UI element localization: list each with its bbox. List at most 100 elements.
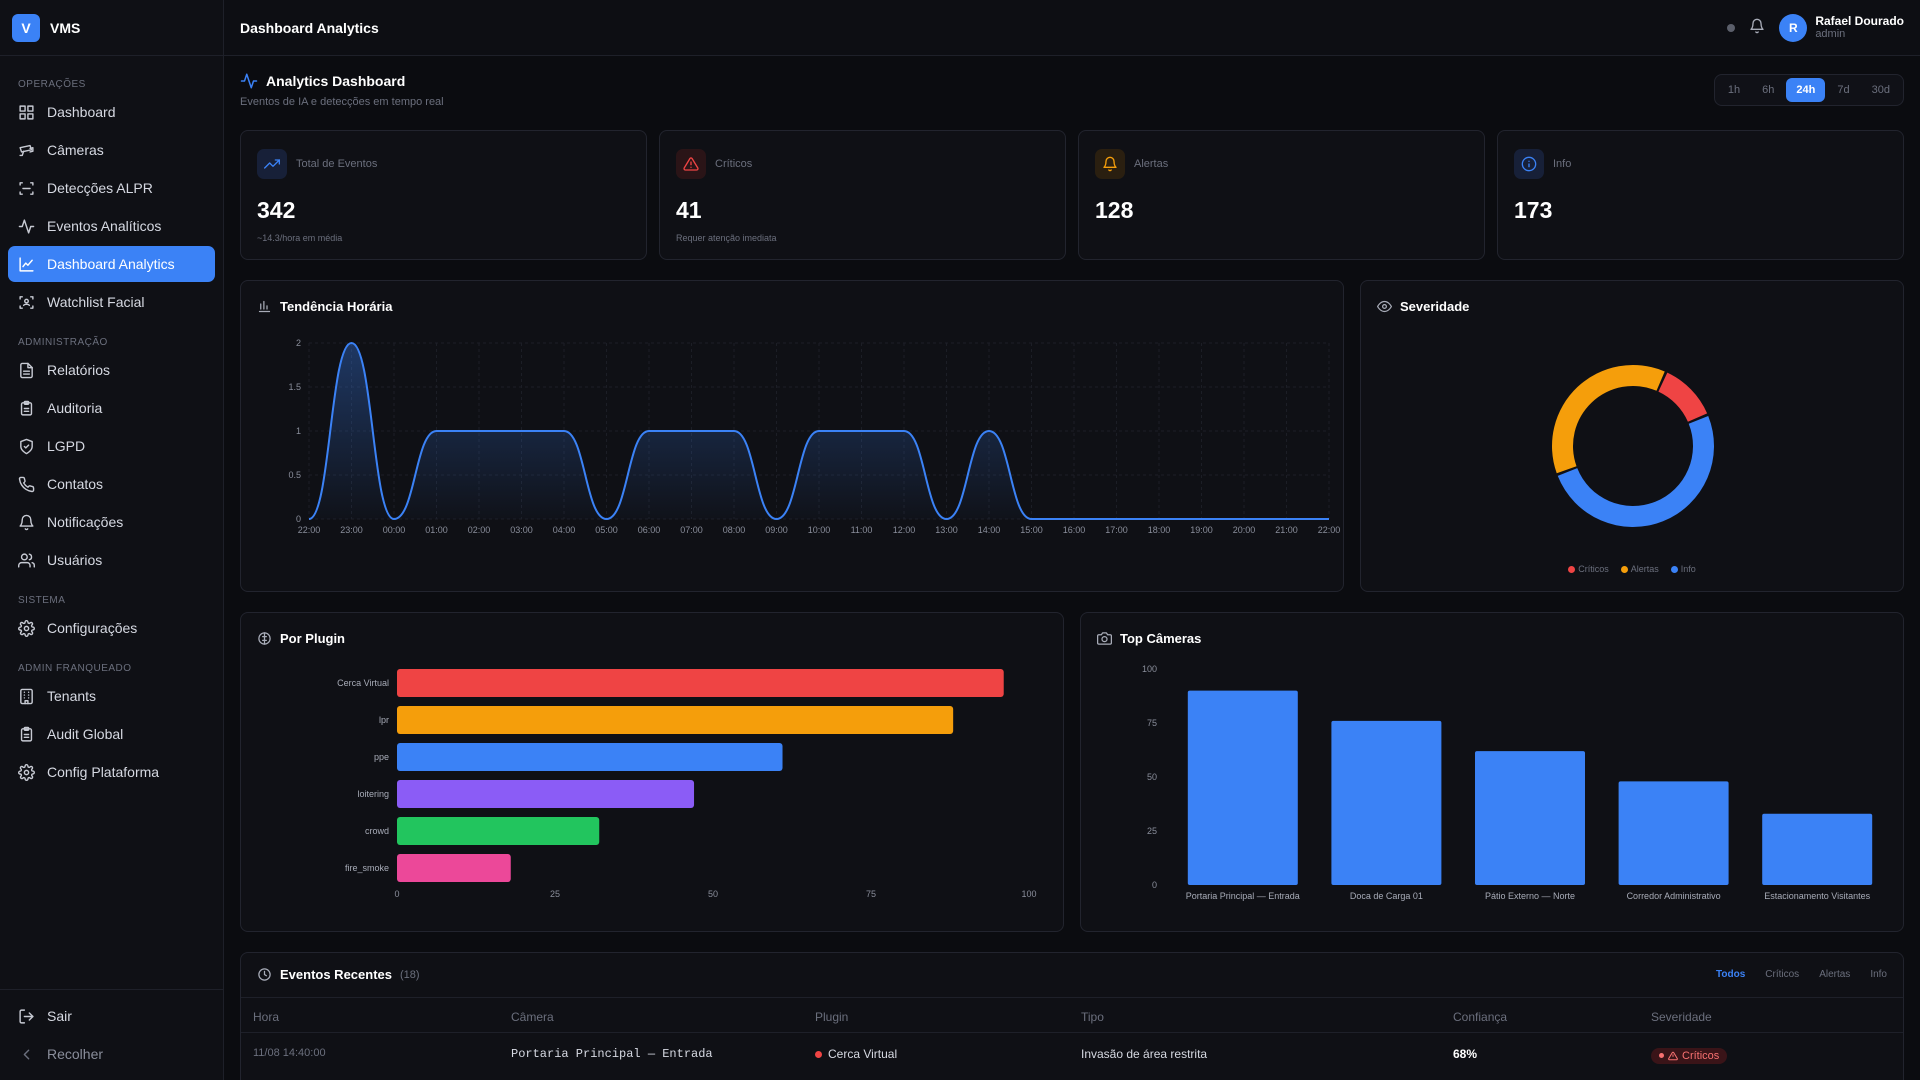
x-tick-label: 25 bbox=[550, 889, 560, 899]
filter-info-tab[interactable]: Info bbox=[1870, 969, 1887, 980]
sidebar: V VMS OPERAÇÕES Dashboard Câmeras Detecções… bbox=[0, 0, 224, 1080]
by-plugin-card: Por Plugin Cerca Virtual lpr ppe loitering c… bbox=[240, 612, 1064, 932]
brand[interactable]: V VMS bbox=[0, 0, 223, 56]
sidebar-item-dashboard-analytics[interactable]: Dashboard Analytics bbox=[8, 246, 215, 282]
page-subtitle: Eventos de IA e detecções em tempo real bbox=[240, 96, 444, 108]
chevron-left-icon bbox=[23, 1049, 30, 1059]
y-tick-label: 75 bbox=[1147, 718, 1157, 728]
sidebar-item-audit-global[interactable]: Audit Global bbox=[8, 716, 215, 752]
alert-triangle-icon bbox=[676, 149, 706, 179]
x-tick-label: 10:00 bbox=[808, 525, 831, 535]
sidebar-item-notificacoes[interactable]: Notificações bbox=[8, 504, 215, 540]
sidebar-item-label: Detecções ALPR bbox=[47, 180, 153, 196]
x-tick-label: 75 bbox=[866, 889, 876, 899]
event-camera: Portaria Principal — Entrada bbox=[511, 1047, 713, 1061]
filter-todos-tab[interactable]: Todos bbox=[1716, 969, 1746, 980]
sidebar-item-label: Configurações bbox=[47, 620, 138, 636]
filter-criticos-tab[interactable]: Críticos bbox=[1765, 969, 1800, 980]
nav-section-operacoes: OPERAÇÕES bbox=[18, 79, 86, 90]
donut-slice-criticos[interactable] bbox=[1658, 372, 1708, 422]
column-header-confianca[interactable]: Confiança bbox=[1453, 1010, 1508, 1024]
bell-icon bbox=[19, 514, 34, 530]
sidebar-item-configuracoes[interactable]: Configurações bbox=[8, 610, 215, 646]
stat-card-alertas: Alertas 128 bbox=[1078, 130, 1485, 260]
plugin-bar-loitering[interactable] bbox=[397, 780, 695, 808]
x-tick-label: 14:00 bbox=[978, 525, 1001, 535]
camera-bar-patio-externo-norte[interactable] bbox=[1475, 751, 1585, 885]
user-role: admin bbox=[1815, 28, 1846, 40]
severity-filter-tabs: Todos Críticos Alertas Info bbox=[1716, 969, 1887, 980]
top-cameras-chart: 0 25 50 75 100 Portaria Principal — Entrada Do… bbox=[1142, 664, 1873, 901]
notifications-bell-icon[interactable] bbox=[1749, 18, 1765, 37]
connection-status-dot bbox=[1727, 23, 1736, 32]
range-30d-button[interactable]: 30d bbox=[1871, 84, 1890, 96]
event-type: Invasão de área restrita bbox=[1081, 1047, 1208, 1061]
events-table-header: Hora Câmera Plugin Tipo Confiança Severidade bbox=[241, 997, 1903, 1033]
legend-label: Info bbox=[1680, 564, 1696, 574]
user-menu[interactable]: R Rafael Dourado admin bbox=[1779, 13, 1904, 42]
sidebar-item-lgpd[interactable]: LGPD bbox=[8, 428, 215, 464]
sidebar-item-label: LGPD bbox=[47, 438, 86, 454]
sidebar-item-usuarios[interactable]: Usuários bbox=[8, 542, 215, 578]
logout-button[interactable]: Sair bbox=[8, 998, 216, 1034]
sidebar-item-tenants[interactable]: Tenants bbox=[8, 678, 215, 714]
gear-icon bbox=[18, 763, 35, 781]
x-tick-label: 13:00 bbox=[935, 525, 958, 535]
sidebar-item-contatos[interactable]: Contatos bbox=[8, 466, 215, 502]
range-6h-button[interactable]: 6h bbox=[1762, 84, 1775, 96]
stat-value: 342 bbox=[257, 197, 296, 223]
range-7d-button[interactable]: 7d bbox=[1837, 84, 1850, 96]
sidebar-item-relatorios[interactable]: Relatórios bbox=[8, 352, 215, 388]
sidebar-item-cameras[interactable]: Câmeras bbox=[8, 132, 215, 168]
by-plugin-chart: Cerca Virtual lpr ppe loitering crowd fire_sm… bbox=[337, 669, 1037, 899]
plugin-bar-fire-smoke[interactable] bbox=[397, 854, 511, 882]
plugin-category-label: loitering bbox=[357, 789, 389, 799]
sidebar-item-dashboard[interactable]: Dashboard bbox=[8, 94, 215, 130]
y-tick-label: 50 bbox=[1147, 772, 1157, 782]
x-tick-label: 02:00 bbox=[468, 525, 491, 535]
plugin-bar-cerca-virtual[interactable] bbox=[397, 669, 1004, 697]
sidebar-item-label: Dashboard bbox=[47, 104, 116, 120]
camera-category-label: Pátio Externo — Norte bbox=[1485, 891, 1575, 901]
sidebar-item-deteccoes-alpr[interactable]: Detecções ALPR bbox=[8, 170, 215, 206]
topbar: Dashboard Analytics R Rafael Dourado adm… bbox=[224, 0, 1920, 56]
x-tick-label: 06:00 bbox=[638, 525, 661, 535]
brand-logo: V bbox=[12, 13, 40, 42]
column-header-severidade[interactable]: Severidade bbox=[1651, 1010, 1712, 1024]
sidebar-item-eventos-analiticos[interactable]: Eventos Analíticos bbox=[8, 208, 215, 244]
camera-bar-doca-de-carga-01[interactable] bbox=[1331, 720, 1442, 885]
column-header-camera[interactable]: Câmera bbox=[511, 1010, 554, 1024]
table-row[interactable]: 11/08 14:40:00 Portaria Principal — Entra… bbox=[241, 1033, 1903, 1073]
stat-label: Críticos bbox=[715, 158, 753, 170]
camera-bar-portaria-principal-entrada[interactable] bbox=[1187, 690, 1298, 885]
column-header-hora[interactable]: Hora bbox=[253, 1010, 280, 1024]
x-tick-label: 0 bbox=[394, 889, 399, 899]
column-header-plugin[interactable]: Plugin bbox=[815, 1010, 849, 1024]
stat-card-total-de-eventos: Total de Eventos 342 ~14.3/hora em média bbox=[240, 130, 647, 260]
camera-bar-estacionamento-visitantes[interactable] bbox=[1762, 813, 1873, 885]
logout-icon bbox=[19, 1008, 34, 1024]
hourly-trend-title: Tendência Horária bbox=[280, 299, 393, 314]
y-tick-label: 0 bbox=[296, 514, 301, 524]
severity-badge: Críticos bbox=[1651, 1047, 1728, 1064]
filter-alertas-tab[interactable]: Alertas bbox=[1819, 969, 1851, 980]
range-24h-button[interactable]: 24h bbox=[1786, 78, 1826, 102]
collapse-sidebar-button[interactable]: Recolher bbox=[8, 1036, 216, 1072]
plugin-bar-ppe[interactable] bbox=[397, 743, 783, 771]
x-tick-label: 04:00 bbox=[553, 525, 576, 535]
sidebar-bottom: Sair Recolher bbox=[0, 989, 224, 1080]
x-tick-label: 22:00 bbox=[298, 525, 321, 535]
plugin-bar-crowd[interactable] bbox=[397, 817, 600, 845]
donut-slice-info[interactable] bbox=[1557, 415, 1715, 528]
sidebar-nav: OPERAÇÕES Dashboard Câmeras Detecções ALPR E… bbox=[0, 56, 223, 790]
donut-slice-alertas[interactable] bbox=[1552, 365, 1665, 474]
building-icon bbox=[20, 688, 33, 704]
sidebar-item-watchlist-facial[interactable]: Watchlist Facial bbox=[8, 284, 215, 320]
nav-section-admin-franqueado: ADMIN FRANQUEADO bbox=[18, 663, 132, 674]
plugin-bar-lpr[interactable] bbox=[397, 706, 954, 734]
camera-bar-corredor-administrativo[interactable] bbox=[1618, 781, 1729, 885]
range-1h-button[interactable]: 1h bbox=[1727, 84, 1741, 96]
column-header-tipo[interactable]: Tipo bbox=[1081, 1010, 1104, 1024]
sidebar-item-auditoria[interactable]: Auditoria bbox=[8, 390, 215, 426]
sidebar-item-config-plataforma[interactable]: Config Plataforma bbox=[8, 754, 215, 790]
